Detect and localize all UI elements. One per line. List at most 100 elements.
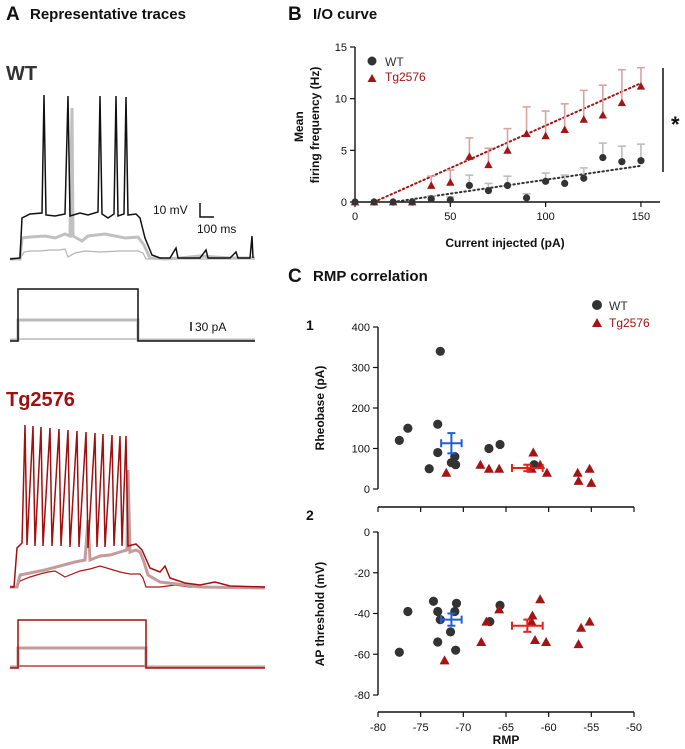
wt-point	[408, 198, 416, 206]
tg-point	[494, 463, 505, 473]
legend-c-tg-label: Tg2576	[609, 316, 650, 330]
c-ytick-label: 100	[352, 444, 370, 456]
wt-point	[599, 153, 607, 162]
wt-point	[580, 174, 588, 182]
wt-point	[503, 181, 512, 190]
tg-point	[527, 610, 538, 620]
b-ytick-label: 10	[335, 94, 347, 106]
tg-point	[522, 129, 531, 138]
wt-scale-current: 30 pA	[195, 320, 226, 334]
wt-point	[427, 195, 435, 203]
panel-c2-ylabel: AP threshold (mV)	[313, 562, 327, 666]
ap-threshold-plot: 0 -20 -40 -60 -80 -80 -75 -70 -65 -60 -55 -50	[354, 527, 642, 734]
wt-voltage-traces	[9, 94, 255, 261]
wt-point	[370, 198, 378, 206]
wt-point	[445, 627, 456, 637]
tg-label: Tg2576	[6, 389, 75, 411]
panel-b-xlabel: Current injected (pA)	[445, 236, 564, 250]
wt-point	[451, 460, 461, 470]
c-xtick-label: -55	[583, 722, 599, 734]
tg-point	[446, 178, 455, 186]
wt-label: WT	[6, 63, 37, 85]
c-ytick-label: 300	[352, 363, 370, 375]
wt-trace-rheobase	[10, 107, 255, 261]
panel-c2-number: 2	[306, 507, 314, 523]
tg-point	[617, 98, 627, 107]
wt-point	[433, 637, 443, 647]
c-xtick-label: -50	[626, 722, 642, 734]
legend-wt-label: WT	[385, 55, 404, 69]
wt-point	[351, 198, 359, 206]
tg-point	[530, 634, 541, 644]
tg-point	[475, 459, 486, 469]
c-ytick-label: 400	[352, 322, 370, 334]
wt-point	[451, 598, 462, 608]
tg-voltage-traces	[10, 424, 266, 590]
wt-scale-time: 100 ms	[197, 222, 236, 236]
tg-point	[476, 637, 487, 647]
wt-point	[435, 346, 445, 356]
tg-point	[535, 594, 546, 604]
wt-point	[389, 198, 397, 206]
wt-scale-bar	[199, 203, 214, 218]
c-xtick-label: -70	[455, 722, 471, 734]
tg-point	[572, 467, 583, 477]
tg-point	[541, 637, 552, 647]
tg-point	[584, 616, 595, 626]
panel-c1-ylabel: Rheobase (pA)	[313, 366, 327, 451]
wt-point	[637, 157, 645, 165]
wt-point	[618, 158, 626, 166]
rheobase-plot: 0 100 200 300 400	[352, 322, 635, 512]
legend-wt-marker	[367, 56, 377, 66]
wt-point	[495, 439, 505, 450]
tg-point	[636, 82, 646, 90]
wt-point	[484, 443, 494, 454]
c-xtick-label: -80	[370, 722, 386, 734]
b-xtick-label: 100	[536, 211, 554, 223]
io-curve-legend: WT Tg2576	[367, 55, 426, 84]
panel-b-title: I/O curve	[313, 6, 377, 23]
panel-b-ylabel: Mean firing frequency (Hz)	[292, 67, 322, 184]
tg-point	[481, 616, 492, 626]
legend-tg-marker	[367, 74, 377, 82]
tg-point	[427, 181, 436, 189]
wt-point	[451, 645, 461, 655]
wt-point	[522, 194, 531, 202]
tg-point	[586, 477, 597, 487]
tg-point	[494, 604, 505, 614]
b-ytick-label: 0	[341, 197, 347, 209]
wt-point	[403, 606, 413, 617]
c-ytick-label: 200	[352, 403, 370, 415]
wt-point	[561, 179, 569, 187]
tg-point	[579, 115, 588, 123]
tg-point	[576, 622, 587, 632]
c-ytick-label: -20	[354, 568, 370, 580]
c-ytick-label: -40	[354, 609, 370, 621]
rmp-legend: WT Tg2576	[592, 299, 650, 330]
c-ytick-label: -60	[354, 649, 370, 661]
tg-point	[573, 475, 584, 485]
c-xtick-label: -65	[498, 722, 514, 734]
tg-point	[483, 463, 494, 473]
panel-c-letter: C	[288, 266, 302, 287]
tg-trace-spiking	[10, 424, 266, 588]
tg-point	[465, 152, 474, 160]
tg-point	[541, 467, 552, 477]
tg-point	[560, 125, 569, 134]
panel-b-ylabel-line2: firing frequency (Hz)	[308, 67, 322, 184]
panel-a-letter: A	[6, 4, 20, 25]
panel-a-title: Representative traces	[30, 6, 186, 23]
panel-c-title: RMP correlation	[313, 268, 428, 285]
wt-scale-voltage: 10 mV	[153, 203, 188, 217]
wt-point	[465, 181, 473, 190]
tg-point	[526, 616, 537, 626]
wt-current-steps	[10, 288, 255, 342]
wt-point	[433, 447, 443, 458]
panel-c1-number: 1	[306, 317, 314, 333]
tg-trace-subthreshold	[10, 565, 265, 588]
wt-point	[433, 606, 443, 617]
wt-point	[424, 464, 434, 474]
c-xtick-label: -75	[413, 722, 429, 734]
